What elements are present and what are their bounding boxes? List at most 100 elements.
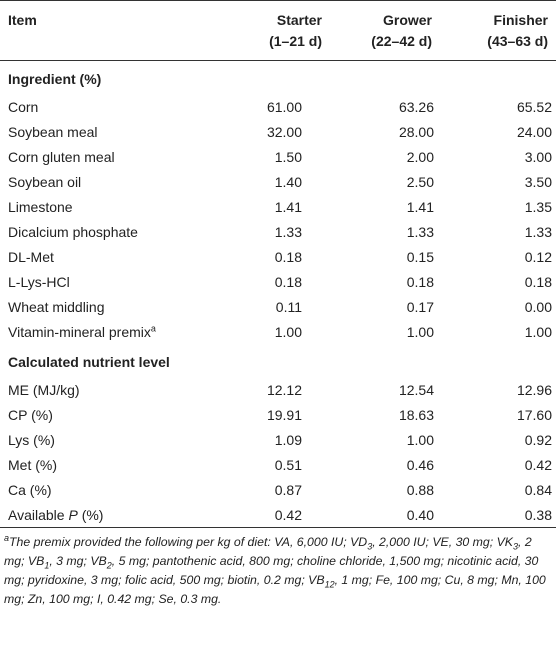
label-italic: P bbox=[68, 506, 78, 523]
value-cell: 1.41 bbox=[274, 198, 302, 215]
section-row: Calculated nutrient level bbox=[0, 344, 556, 377]
data-row: Ca (%) 0.87 0.88 0.84 bbox=[0, 477, 556, 502]
value-cell: 0.15 bbox=[406, 248, 434, 265]
value-cell: 12.96 bbox=[516, 381, 552, 398]
value-cell: 61.00 bbox=[266, 98, 302, 115]
row-label: Lys (%) bbox=[0, 427, 218, 452]
footnote-subscript: 2 bbox=[106, 560, 112, 571]
row-label: Wheat middling bbox=[0, 294, 218, 319]
value-cell: 0.00 bbox=[524, 298, 552, 315]
value-cell: 1.00 bbox=[406, 431, 434, 448]
value-cell: 1.33 bbox=[406, 223, 434, 240]
header-cell: Item bbox=[0, 0, 218, 61]
data-row: Dicalcium phosphate 1.33 1.33 1.33 bbox=[0, 219, 556, 244]
header-cell: Starter (1–21 d) bbox=[218, 0, 330, 61]
label-text: Soybean oil bbox=[8, 173, 82, 190]
footnote-subscript: 12 bbox=[324, 579, 335, 590]
value-cell: 0.18 bbox=[406, 273, 434, 290]
value-cell: 0.18 bbox=[274, 248, 302, 265]
data-row: Corn gluten meal 1.50 2.00 3.00 bbox=[0, 144, 556, 169]
value-cell: 0.12 bbox=[524, 248, 552, 265]
footnote-text: , 3 mg; VB bbox=[49, 554, 107, 568]
footnote-marker: a bbox=[150, 322, 156, 333]
data-row: Soybean meal 32.00 28.00 24.00 bbox=[0, 119, 556, 144]
value-cell: 0.18 bbox=[274, 273, 302, 290]
data-row: Met (%) 0.51 0.46 0.42 bbox=[0, 452, 556, 477]
value-cell: 12.12 bbox=[266, 381, 302, 398]
footnote-text: The premix provided the following per kg… bbox=[9, 535, 368, 549]
footnote-text: , 2 mg; VB bbox=[4, 535, 532, 568]
footnote-subscript: 1 bbox=[44, 560, 50, 571]
value-cell: 0.40 bbox=[330, 502, 440, 528]
table-body: Ingredient (%) Corn 61.00 63.26 65.52 Soybean… bbox=[0, 61, 556, 528]
value-cell: 1.09 bbox=[274, 431, 302, 448]
row-label: Dicalcium phosphate bbox=[0, 219, 218, 244]
label-text: CP (%) bbox=[8, 406, 53, 423]
value-cell: 63.26 bbox=[398, 98, 434, 115]
value-cell: 32.00 bbox=[266, 123, 302, 140]
value-cell: 0.92 bbox=[524, 431, 552, 448]
label-text: L-Lys-HCl bbox=[8, 273, 70, 290]
footnote-text: , 2,000 IU; VE, 30 mg; VK bbox=[372, 535, 514, 549]
data-row: Wheat middling 0.11 0.17 0.00 bbox=[0, 294, 556, 319]
column-range: (1–21 d) bbox=[269, 33, 322, 49]
row-label: Vitamin-mineral premixa bbox=[0, 319, 218, 344]
value-cell: 0.11 bbox=[275, 298, 302, 315]
value-cell: 28.00 bbox=[398, 123, 434, 140]
label-suffix: (%) bbox=[81, 506, 104, 523]
label-text: Vitamin-mineral premix bbox=[8, 323, 151, 340]
value-cell: 65.52 bbox=[516, 98, 552, 115]
row-label: Corn bbox=[0, 94, 218, 119]
data-row: Soybean oil 1.40 2.50 3.50 bbox=[0, 169, 556, 194]
value-cell: 1.33 bbox=[274, 223, 302, 240]
label-text: Soybean meal bbox=[8, 123, 98, 140]
footnote: aThe premix provided the following per k… bbox=[0, 528, 556, 609]
header-cell: Finisher (43–63 d) bbox=[440, 0, 556, 61]
value-cell: 0.46 bbox=[406, 456, 434, 473]
data-row: L-Lys-HCl 0.18 0.18 0.18 bbox=[0, 269, 556, 294]
label-text: Lys (%) bbox=[8, 431, 55, 448]
value-cell: 1.41 bbox=[406, 198, 434, 215]
value-cell: 0.17 bbox=[406, 298, 434, 315]
value-cell: 12.54 bbox=[398, 381, 434, 398]
row-label: ME (MJ/kg) bbox=[0, 377, 218, 402]
data-row: Vitamin-mineral premixa 1.00 1.00 1.00 bbox=[0, 319, 556, 344]
value-cell: 0.18 bbox=[524, 273, 552, 290]
value-cell: 1.00 bbox=[524, 323, 552, 340]
value-cell: 24.00 bbox=[516, 123, 552, 140]
value-cell: 18.63 bbox=[398, 406, 434, 423]
row-label: L-Lys-HCl bbox=[0, 269, 218, 294]
column-range: (43–63 d) bbox=[487, 33, 548, 49]
column-name: Finisher bbox=[493, 12, 548, 28]
row-label: Ca (%) bbox=[0, 477, 218, 502]
row-label: Corn gluten meal bbox=[0, 144, 218, 169]
footnote-text: , 5 mg; pantothenic acid, 800 mg; cholin… bbox=[4, 554, 539, 587]
value-cell: 0.84 bbox=[524, 481, 552, 498]
row-label: Met (%) bbox=[0, 452, 218, 477]
value-cell: 0.88 bbox=[406, 481, 434, 498]
value-cell: 1.00 bbox=[406, 323, 434, 340]
label-text: Corn bbox=[8, 98, 39, 115]
label-text: DL-Met bbox=[8, 248, 54, 265]
header-cell: Grower (22–42 d) bbox=[330, 0, 440, 61]
value-cell: 0.42 bbox=[524, 456, 552, 473]
footnote-subscript: 3 bbox=[513, 541, 519, 552]
value-cell: 17.60 bbox=[516, 406, 552, 423]
row-label: Soybean meal bbox=[0, 119, 218, 144]
data-row: Limestone 1.41 1.41 1.35 bbox=[0, 194, 556, 219]
data-row: ME (MJ/kg) 12.12 12.54 12.96 bbox=[0, 377, 556, 402]
footnote-marker: a bbox=[4, 532, 10, 543]
value-cell: 3.00 bbox=[524, 148, 552, 165]
footnote-subscript: 3 bbox=[367, 541, 373, 552]
section-title: Calculated nutrient level bbox=[8, 354, 170, 370]
label-text: Ca (%) bbox=[8, 481, 52, 498]
data-row: Lys (%) 1.09 1.00 0.92 bbox=[0, 427, 556, 452]
column-name: Starter bbox=[276, 12, 322, 28]
value-cell: 1.33 bbox=[524, 223, 552, 240]
footnote-text: , 1 mg; Fe, 100 mg; Cu, 8 mg; Mn, 100 mg… bbox=[4, 573, 546, 606]
data-row: DL-Met 0.18 0.15 0.12 bbox=[0, 244, 556, 269]
row-label: Soybean oil bbox=[0, 169, 218, 194]
row-label: Available P (%) bbox=[0, 502, 218, 528]
value-cell: 1.00 bbox=[274, 323, 302, 340]
